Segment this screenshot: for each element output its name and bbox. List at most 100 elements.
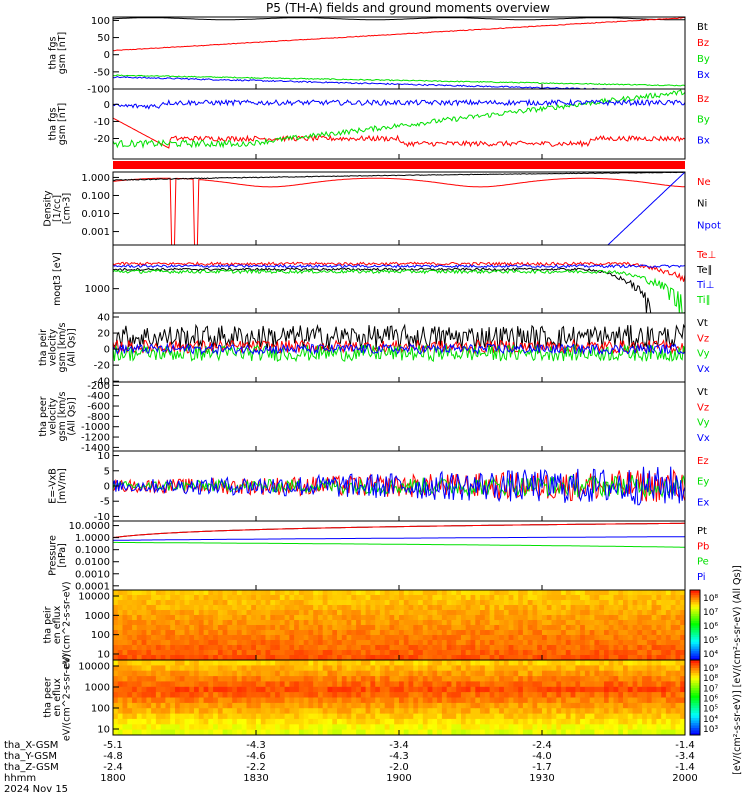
heatmap-cell bbox=[246, 670, 252, 677]
heatmap-cell bbox=[127, 708, 133, 715]
heatmap-cell bbox=[127, 610, 133, 616]
heatmap-cell bbox=[446, 600, 452, 606]
heatmap-cell bbox=[337, 686, 343, 693]
heatmap-cell bbox=[294, 650, 300, 656]
heatmap-cell bbox=[194, 729, 200, 736]
heatmap-cell bbox=[599, 729, 605, 736]
heatmap-cell bbox=[613, 590, 619, 596]
heatmap-cell bbox=[589, 692, 595, 698]
heatmap-cell bbox=[408, 600, 414, 606]
heatmap-cell bbox=[522, 620, 529, 626]
heatmap-cell bbox=[546, 655, 553, 661]
heatmap-cell bbox=[618, 708, 624, 715]
heatmap-cell bbox=[117, 610, 124, 616]
heatmap-cell bbox=[446, 635, 452, 641]
heatmap-cell bbox=[589, 708, 595, 715]
heatmap-cell bbox=[451, 702, 457, 709]
heatmap-cell bbox=[489, 660, 495, 666]
heatmap-cell bbox=[537, 630, 543, 636]
heatmap-cell bbox=[556, 655, 562, 661]
heatmap-cell bbox=[508, 702, 514, 709]
heatmap-cell bbox=[580, 713, 586, 720]
heatmap-cell bbox=[256, 676, 262, 682]
heatmap-cell bbox=[508, 708, 514, 715]
heatmap-cell bbox=[318, 660, 324, 666]
heatmap-cell bbox=[494, 625, 500, 631]
heatmap-cell bbox=[136, 676, 143, 682]
heatmap-cell bbox=[475, 665, 481, 672]
heatmap-cell bbox=[227, 697, 233, 704]
heatmap-cell bbox=[365, 708, 371, 715]
heatmap-cell bbox=[246, 686, 252, 693]
heatmap-cell bbox=[680, 610, 686, 616]
heatmap-cell bbox=[532, 702, 538, 709]
heatmap-cell bbox=[256, 655, 262, 661]
heatmap-cell bbox=[680, 620, 686, 626]
heatmap-cell bbox=[627, 676, 634, 682]
heatmap-cell bbox=[604, 650, 610, 656]
heatmap-cell bbox=[208, 702, 214, 709]
heatmap-cell bbox=[456, 615, 462, 621]
heatmap-cell bbox=[537, 729, 543, 736]
heatmap-cell bbox=[127, 724, 133, 731]
heatmap-cell bbox=[113, 729, 119, 736]
heatmap-cell bbox=[441, 655, 448, 661]
heatmap-cell bbox=[241, 615, 247, 621]
heatmap-cell bbox=[599, 676, 605, 682]
heatmap-cell bbox=[141, 605, 147, 611]
heatmap-cell bbox=[646, 729, 653, 736]
heatmap-cell bbox=[203, 590, 209, 596]
heatmap-cell bbox=[465, 724, 471, 731]
heatmap-cell bbox=[661, 724, 667, 731]
heatmap-cell bbox=[651, 676, 657, 682]
heatmap-cell bbox=[294, 605, 300, 611]
x-tick-label-hhmm: 1830 bbox=[243, 773, 268, 784]
heatmap-cell bbox=[127, 713, 133, 720]
heatmap-cell bbox=[441, 681, 448, 688]
heatmap-cell bbox=[503, 665, 510, 672]
heatmap-cell bbox=[527, 708, 533, 715]
heatmap-cell bbox=[113, 605, 119, 611]
heatmap-cell bbox=[122, 645, 128, 651]
heatmap-cell bbox=[170, 665, 176, 672]
heatmap-cell bbox=[351, 645, 357, 651]
heatmap-cell bbox=[565, 660, 572, 666]
heatmap-cell bbox=[532, 729, 538, 736]
heatmap-cell bbox=[284, 718, 290, 725]
heatmap-cell bbox=[503, 713, 510, 720]
heatmap-cell bbox=[456, 665, 462, 672]
heatmap-cell bbox=[222, 729, 228, 736]
heatmap-cell bbox=[256, 681, 262, 688]
y-axis-label-line: gsm [nT] bbox=[57, 32, 68, 75]
heatmap-cell bbox=[213, 645, 219, 651]
heatmap-cell bbox=[537, 697, 543, 704]
heatmap-cell bbox=[236, 630, 243, 636]
heatmap-cell bbox=[356, 635, 362, 641]
heatmap-cell bbox=[132, 610, 138, 616]
heatmap-cell bbox=[365, 676, 371, 682]
y-axis-label-line: eV/(cm^2-s-sr-eV) bbox=[62, 581, 73, 668]
heatmap-cell bbox=[194, 590, 200, 596]
heatmap-cell bbox=[360, 650, 367, 656]
heatmap-cell bbox=[327, 635, 333, 641]
heatmap-cell bbox=[132, 697, 138, 704]
heatmap-cell bbox=[670, 595, 676, 601]
heatmap-cell bbox=[422, 595, 429, 601]
heatmap-cell bbox=[604, 713, 610, 720]
heatmap-cell bbox=[241, 655, 247, 661]
heatmap-cell bbox=[332, 702, 338, 709]
heatmap-cell bbox=[656, 729, 662, 736]
heatmap-cell bbox=[175, 692, 181, 698]
heatmap-cell bbox=[132, 692, 138, 698]
heatmap-cell bbox=[136, 650, 143, 656]
heatmap-cell bbox=[217, 630, 224, 636]
heatmap-cell bbox=[198, 620, 205, 626]
heatmap-cell bbox=[194, 595, 200, 601]
heatmap-cell bbox=[217, 702, 224, 709]
heatmap-cell bbox=[527, 713, 533, 720]
heatmap-cell bbox=[279, 676, 286, 682]
heatmap-cell bbox=[341, 660, 348, 666]
heatmap-cell bbox=[365, 729, 371, 736]
heatmap-cell bbox=[232, 625, 238, 631]
heatmap-cell bbox=[499, 600, 505, 606]
